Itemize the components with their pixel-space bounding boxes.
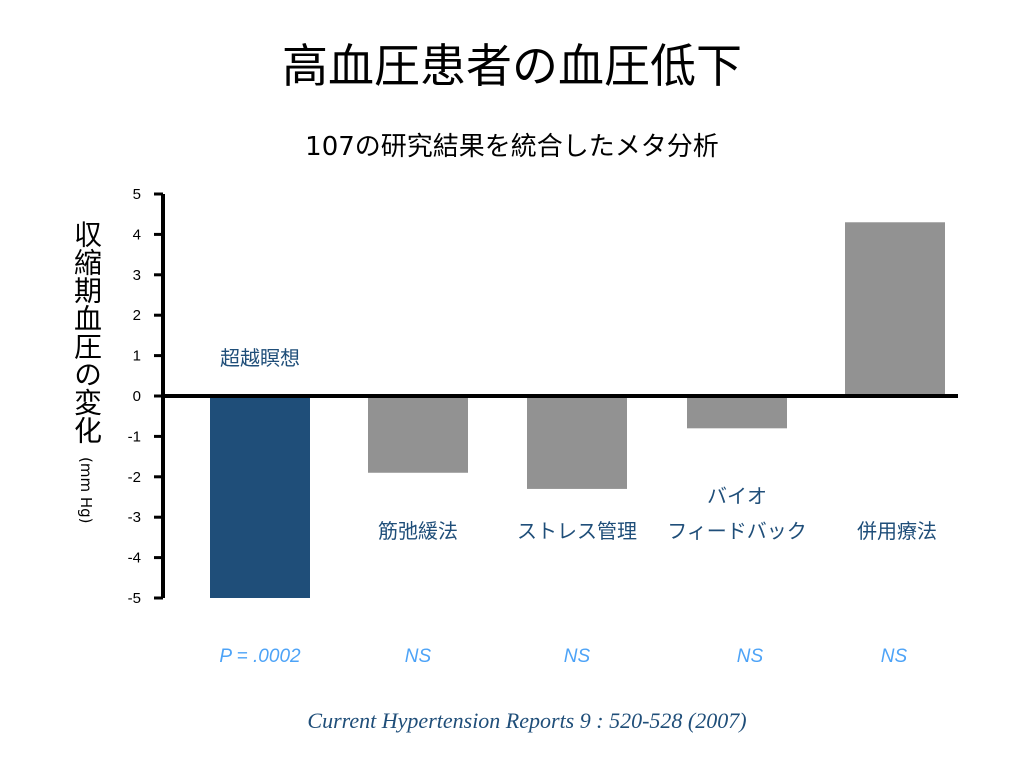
category-label: 併用療法 <box>857 519 937 543</box>
p-value-label: NS <box>737 646 764 667</box>
bar-0 <box>210 396 310 598</box>
y-tick-label: -5 <box>128 590 141 607</box>
category-label: フィードバック <box>667 519 807 543</box>
chart-title: 高血圧患者の血圧低下 <box>282 39 742 93</box>
y-axis-title: 収縮期血圧の変化 <box>70 220 103 444</box>
bar-1 <box>368 396 468 473</box>
p-value-label: NS <box>405 646 432 667</box>
y-tick-label: 0 <box>133 388 141 405</box>
y-axis-unit: (mm Hg) <box>77 457 95 524</box>
category-label: 超越瞑想 <box>220 346 300 370</box>
p-value-label: P = .0002 <box>219 646 301 667</box>
bar-3 <box>687 396 787 429</box>
y-tick-label: 4 <box>133 226 141 243</box>
category-label: 筋弛緩法 <box>378 519 458 543</box>
p-value-label: NS <box>881 646 908 667</box>
y-tick-label: 1 <box>133 348 141 365</box>
chart-subtitle: 107の研究結果を統合したメタ分析 <box>305 132 719 162</box>
category-label: バイオ <box>707 484 767 508</box>
y-tick-label: -2 <box>128 469 141 486</box>
bar-2 <box>527 396 627 489</box>
p-value-label: NS <box>564 646 591 667</box>
category-label: ストレス管理 <box>517 519 637 543</box>
bar-4 <box>845 222 945 396</box>
source-citation: Current Hypertension Reports 9 : 520-528… <box>307 708 747 733</box>
y-tick-label: -3 <box>128 509 141 526</box>
y-tick-label: -1 <box>128 428 141 445</box>
y-tick-label: -4 <box>128 550 141 567</box>
y-axis-label: 収縮期血圧の変化 (mm Hg) <box>66 220 106 531</box>
y-tick-label: 3 <box>133 267 141 284</box>
y-tick-label: 2 <box>133 307 141 324</box>
y-tick-label: 5 <box>133 186 141 203</box>
